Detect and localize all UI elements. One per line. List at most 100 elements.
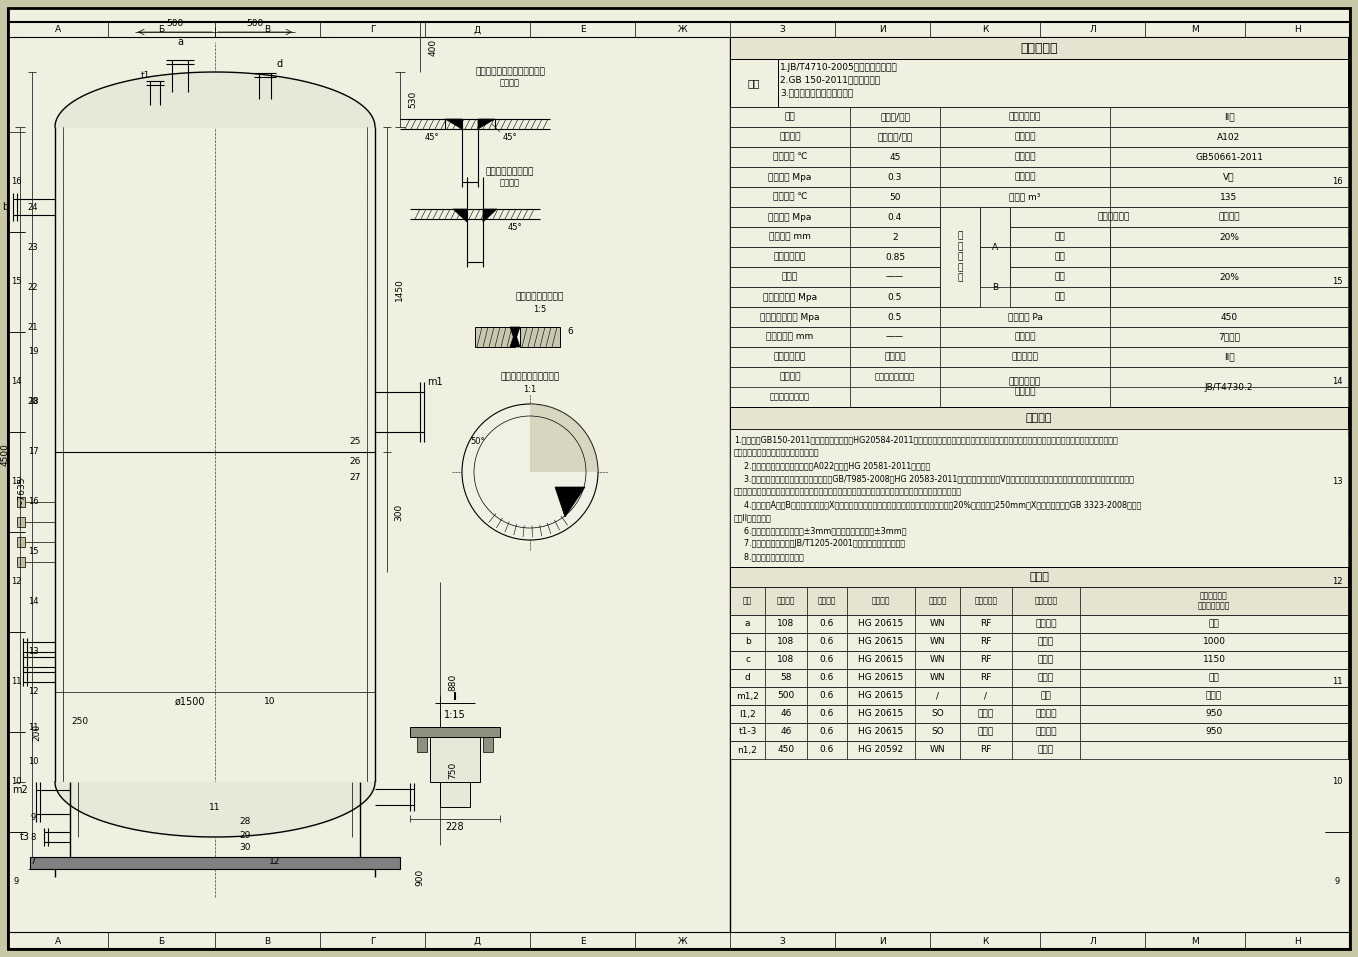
Text: К: К — [982, 937, 989, 946]
Text: 场土地类型: 场土地类型 — [1012, 352, 1039, 362]
Text: 30: 30 — [239, 842, 251, 852]
Bar — [30, 857, 401, 869]
Text: 9: 9 — [30, 812, 35, 821]
Text: 12: 12 — [1332, 577, 1342, 587]
Text: 23: 23 — [27, 242, 38, 252]
Text: Б: Б — [159, 26, 164, 34]
Text: t1: t1 — [140, 71, 149, 79]
Text: 12: 12 — [11, 577, 22, 587]
Bar — [475, 327, 515, 347]
Text: 夹套: 夹套 — [1055, 253, 1066, 261]
Text: З: З — [779, 937, 785, 946]
Bar — [1010, 287, 1109, 307]
Text: Е: Е — [580, 937, 585, 946]
Text: 保温层厚度 mm: 保温层厚度 mm — [766, 332, 813, 342]
Bar — [1010, 247, 1109, 267]
Bar — [731, 227, 940, 247]
Text: 不按比例: 不按比例 — [500, 78, 520, 87]
Text: 16: 16 — [11, 177, 22, 187]
Text: 符号: 符号 — [743, 596, 752, 606]
Text: 20%: 20% — [1219, 233, 1238, 241]
Bar — [980, 207, 1348, 227]
Text: 45°: 45° — [508, 222, 523, 232]
Text: 45°: 45° — [502, 132, 517, 142]
Bar — [731, 407, 1348, 429]
Bar — [731, 347, 1348, 367]
Text: 焊缝结构: 焊缝结构 — [1014, 172, 1036, 182]
Text: 2.焊接采用电弧焊，焊条牌号为A022牌号按HG 20581-2011中选用。: 2.焊接采用电弧焊，焊条牌号为A022牌号按HG 20581-2011中选用。 — [735, 461, 930, 470]
Text: 16: 16 — [27, 498, 38, 506]
Text: a: a — [177, 37, 183, 47]
Text: 750: 750 — [448, 762, 458, 779]
Text: 焊接接头系数: 焊接接头系数 — [774, 253, 807, 261]
Bar — [731, 307, 1348, 327]
Bar — [731, 633, 1348, 651]
Text: 12: 12 — [27, 687, 38, 697]
Text: 7.塔盖的制造，安装按JB/T1205-2001《塔盖技术要求》进行。: 7.塔盖的制造，安装按JB/T1205-2001《塔盖技术要求》进行。 — [735, 539, 906, 548]
Text: 880: 880 — [448, 674, 458, 691]
Text: 进料口: 进料口 — [1038, 637, 1054, 647]
Bar — [731, 187, 1348, 207]
Text: 13: 13 — [27, 648, 38, 657]
Text: 450: 450 — [777, 746, 794, 754]
Text: l1,2: l1,2 — [739, 709, 756, 719]
Text: 16: 16 — [1332, 177, 1342, 187]
Text: 14: 14 — [1332, 377, 1342, 387]
Text: 液位计口: 液位计口 — [1035, 709, 1057, 719]
Text: 1:1: 1:1 — [523, 385, 536, 393]
Text: 0.6: 0.6 — [820, 746, 834, 754]
Text: /: / — [985, 692, 987, 701]
Bar — [483, 737, 493, 752]
Text: 管口方位: 管口方位 — [779, 372, 801, 382]
Circle shape — [462, 404, 598, 540]
Text: Д: Д — [474, 937, 481, 946]
Text: HG 20615: HG 20615 — [858, 709, 903, 719]
Text: 氧化液/空气: 氧化液/空气 — [880, 113, 910, 122]
Bar — [1109, 227, 1348, 247]
Text: 228: 228 — [445, 822, 464, 832]
Bar — [731, 567, 1348, 587]
Text: 1.本设备按GB150-2011《钢制压力容器》，HG20584-2011《钢制化工容器制造技术要求》进行制造、实验和验收，并接受国家质量监督检验检疫总局颁发的: 1.本设备按GB150-2011《钢制压力容器》，HG20584-2011《钢制… — [735, 435, 1118, 444]
Bar — [731, 429, 1348, 567]
Text: Н: Н — [1294, 26, 1301, 34]
Text: 27: 27 — [349, 473, 361, 481]
Text: 焊条型号: 焊条型号 — [1014, 132, 1036, 142]
Text: 13: 13 — [1332, 478, 1342, 486]
Text: 检查口: 检查口 — [1038, 746, 1054, 754]
Text: 11: 11 — [11, 678, 22, 686]
Text: 介质: 介质 — [785, 113, 796, 122]
Text: 7: 7 — [30, 857, 35, 866]
Text: 连接面型式: 连接面型式 — [975, 596, 998, 606]
Text: d: d — [277, 59, 282, 69]
Text: 连接标准: 连接标准 — [872, 596, 891, 606]
Bar — [410, 727, 500, 737]
Text: 焊接接头类型: 焊接接头类型 — [1097, 212, 1130, 221]
Text: 0.6: 0.6 — [820, 709, 834, 719]
Text: 设计温度 ℃: 设计温度 ℃ — [773, 192, 807, 202]
Text: 有腐蚀性/易燃: 有腐蚀性/易燃 — [877, 132, 913, 142]
Text: 10: 10 — [265, 698, 276, 706]
Text: 基本风压 Pa: 基本风压 Pa — [1008, 313, 1043, 322]
Bar — [980, 247, 1010, 287]
Bar — [731, 127, 1348, 147]
Text: 400: 400 — [429, 38, 437, 56]
Text: 12: 12 — [269, 857, 281, 866]
Text: 《压力容器安全技术监察规程》的监督。: 《压力容器安全技术监察规程》的监督。 — [735, 448, 819, 457]
Text: 9: 9 — [14, 878, 19, 886]
Text: А: А — [54, 937, 61, 946]
Text: RF: RF — [980, 656, 991, 664]
Text: HG 20615: HG 20615 — [858, 674, 903, 682]
Text: 6.裙座螺栓孔中心圆公差为±3mm任意两孔间距公差为±3mm。: 6.裙座螺栓孔中心圆公差为±3mm任意两孔间距公差为±3mm。 — [735, 526, 907, 535]
Text: A102: A102 — [1217, 132, 1241, 142]
Text: 按标准: 按标准 — [1206, 692, 1222, 701]
Text: WN: WN — [930, 637, 945, 647]
Text: HG 20615: HG 20615 — [858, 637, 903, 647]
Text: t3: t3 — [20, 832, 30, 842]
Text: 530: 530 — [409, 91, 417, 108]
Text: 公称尺寸: 公称尺寸 — [777, 596, 796, 606]
Text: Ж: Ж — [678, 26, 687, 34]
Text: 29: 29 — [239, 831, 251, 839]
Text: 1150: 1150 — [1202, 656, 1225, 664]
Bar — [520, 327, 559, 347]
Text: 表面涂漆: 表面涂漆 — [884, 352, 906, 362]
